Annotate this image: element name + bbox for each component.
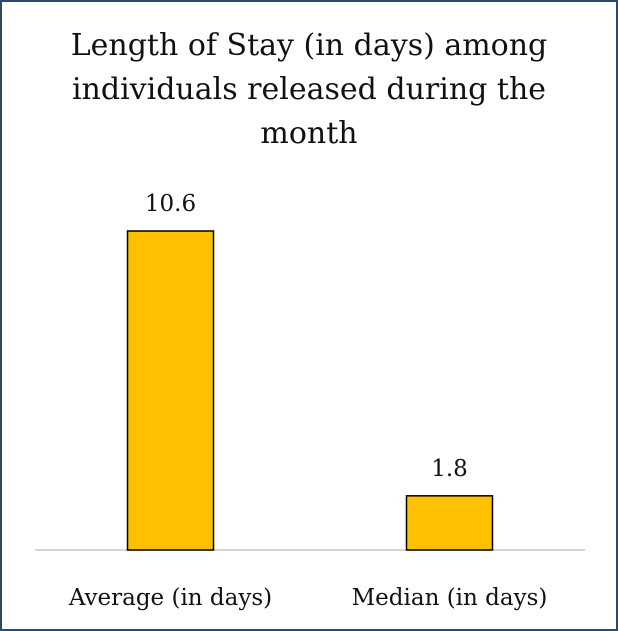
value-label: 1.8 bbox=[431, 456, 468, 482]
x-tick-label: Median (in days) bbox=[352, 585, 548, 611]
bar bbox=[405, 495, 494, 551]
x-tick-label: Average (in days) bbox=[68, 585, 272, 611]
bar bbox=[126, 230, 215, 551]
chart-title: Length of Stay (in days) among individua… bbox=[70, 28, 548, 151]
value-label: 10.6 bbox=[145, 191, 196, 217]
